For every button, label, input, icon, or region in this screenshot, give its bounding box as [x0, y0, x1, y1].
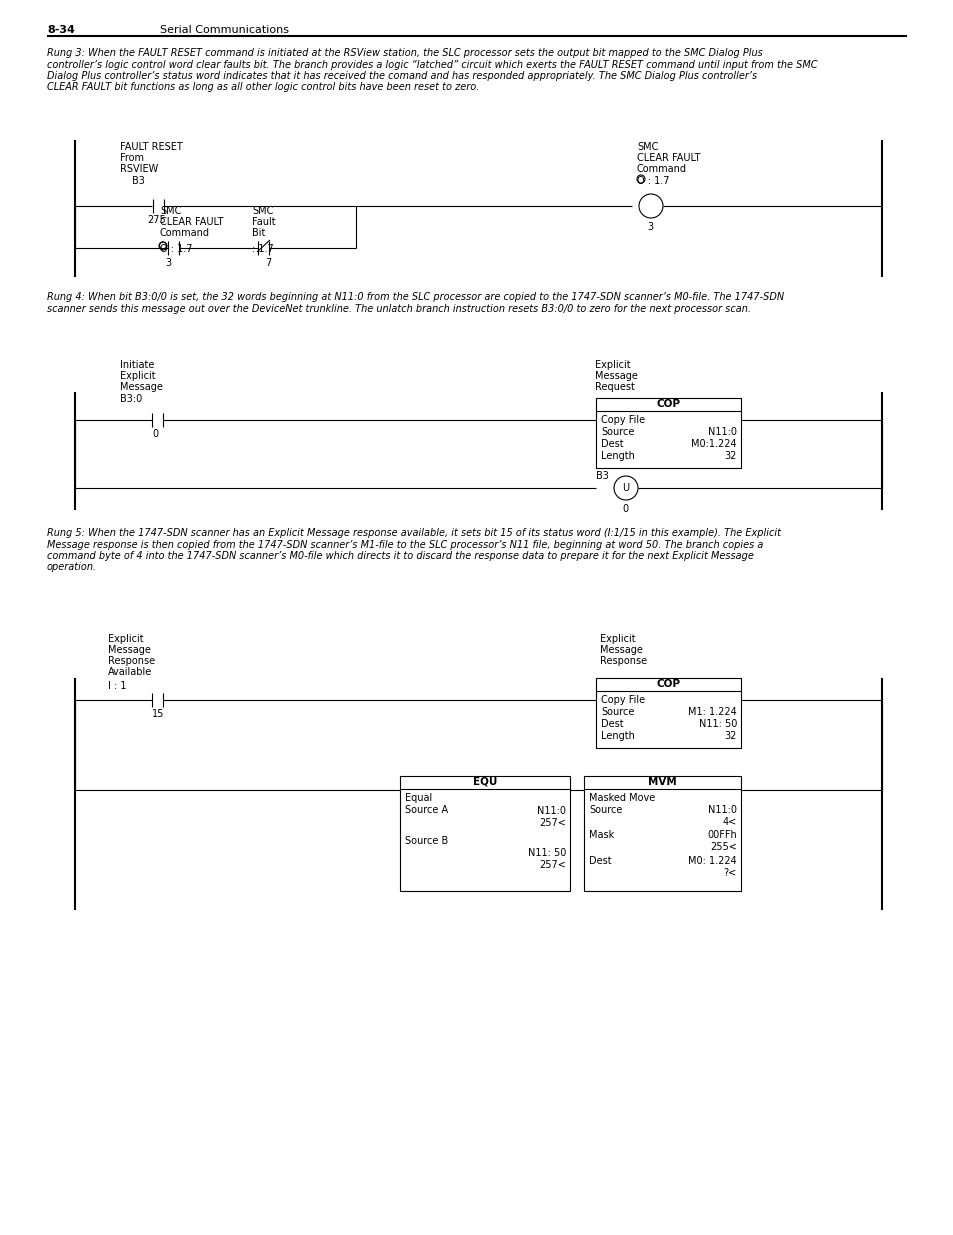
Text: Mask: Mask: [588, 830, 614, 840]
Text: B3:0: B3:0: [120, 394, 142, 404]
Text: I : 1: I : 1: [108, 680, 127, 692]
Text: N11: 50: N11: 50: [527, 848, 565, 858]
Text: Message: Message: [120, 382, 163, 391]
Text: Source: Source: [588, 805, 621, 815]
Text: SMC: SMC: [160, 206, 181, 216]
Text: Equal: Equal: [405, 793, 432, 803]
Text: Rung 5: When the 1747-SDN scanner has an Explicit Message response available, it: Rung 5: When the 1747-SDN scanner has an…: [47, 529, 781, 538]
Text: CLEAR FAULT: CLEAR FAULT: [637, 153, 700, 163]
Text: Explicit: Explicit: [595, 359, 630, 370]
Text: Message: Message: [595, 370, 638, 382]
Text: 8-34: 8-34: [47, 25, 74, 35]
Text: N11: 50: N11: 50: [698, 719, 737, 729]
Text: operation.: operation.: [47, 562, 97, 573]
Text: 00FFh: 00FFh: [706, 830, 737, 840]
Text: 7: 7: [265, 258, 271, 268]
Text: N11:0: N11:0: [707, 805, 737, 815]
Text: COP: COP: [656, 679, 679, 689]
Text: Source A: Source A: [405, 805, 448, 815]
Text: MVM: MVM: [647, 777, 677, 787]
Text: SMC: SMC: [637, 142, 658, 152]
Text: Message response is then copied from the 1747-SDN scanner’s M1-file to the SLC p: Message response is then copied from the…: [47, 540, 762, 550]
Text: Request: Request: [595, 382, 634, 391]
Text: command byte of 4 into the 1747-SDN scanner’s M0-file which directs it to discar: command byte of 4 into the 1747-SDN scan…: [47, 551, 753, 561]
Text: FAULT RESET: FAULT RESET: [120, 142, 183, 152]
Text: Source: Source: [600, 427, 634, 437]
Text: CLEAR FAULT bit functions as long as all other logic control bits have been rese: CLEAR FAULT bit functions as long as all…: [47, 83, 478, 93]
Text: Message: Message: [108, 645, 151, 655]
Text: Rung 4: When bit B3:0/0 is set, the 32 words beginning at N11:0 from the SLC pro: Rung 4: When bit B3:0/0 is set, the 32 w…: [47, 291, 783, 303]
Text: Response: Response: [599, 656, 646, 666]
Text: Length: Length: [600, 731, 634, 741]
Text: Fault: Fault: [252, 217, 275, 227]
Text: SMC: SMC: [252, 206, 274, 216]
Text: Message: Message: [599, 645, 642, 655]
Text: Source B: Source B: [405, 836, 448, 846]
Text: 257<: 257<: [538, 860, 565, 869]
Text: 255<: 255<: [709, 842, 737, 852]
Bar: [596, 678, 740, 748]
Text: RSVIEW: RSVIEW: [120, 164, 158, 174]
Text: Command: Command: [160, 228, 210, 238]
Text: Dialog Plus controller’s status word indicates that it has received the comand a: Dialog Plus controller’s status word ind…: [47, 70, 757, 82]
Text: Dest: Dest: [600, 719, 623, 729]
Text: Rung 3: When the FAULT RESET command is initiated at the RSView station, the SLC: Rung 3: When the FAULT RESET command is …: [47, 48, 762, 58]
Bar: [583, 776, 740, 890]
Text: Dest: Dest: [588, 856, 611, 866]
Bar: [399, 776, 569, 890]
Text: Explicit: Explicit: [599, 634, 635, 643]
Text: controller’s logic control word clear faults bit. The branch provides a logic “l: controller’s logic control word clear fa…: [47, 59, 817, 69]
Text: Length: Length: [600, 451, 634, 461]
Text: Initiate: Initiate: [120, 359, 154, 370]
Text: B3: B3: [596, 471, 608, 480]
Text: 32: 32: [724, 451, 737, 461]
Text: Command: Command: [637, 164, 686, 174]
Text: 3: 3: [165, 258, 171, 268]
Text: Dest: Dest: [600, 438, 623, 450]
Text: Serial Communications: Serial Communications: [160, 25, 289, 35]
Text: 4<: 4<: [722, 818, 737, 827]
Text: ?<: ?<: [723, 868, 737, 878]
Text: O : 1.7: O : 1.7: [637, 177, 669, 186]
Text: 0: 0: [152, 429, 158, 438]
Bar: [596, 398, 740, 468]
Text: 3: 3: [646, 222, 653, 232]
Text: 275: 275: [147, 215, 166, 225]
Text: N11:0: N11:0: [537, 806, 565, 816]
Text: Response: Response: [108, 656, 155, 666]
Text: Source: Source: [600, 706, 634, 718]
Text: From: From: [120, 153, 144, 163]
Text: 257<: 257<: [538, 818, 565, 827]
Text: Copy File: Copy File: [600, 415, 644, 425]
Text: U: U: [621, 483, 629, 493]
Text: Bit: Bit: [252, 228, 265, 238]
Text: O : 1.7: O : 1.7: [160, 245, 193, 254]
Text: 32: 32: [724, 731, 737, 741]
Text: B3: B3: [132, 177, 145, 186]
Text: Available: Available: [108, 667, 152, 677]
Text: Explicit: Explicit: [108, 634, 144, 643]
Text: M0:1.224: M0:1.224: [691, 438, 737, 450]
Text: N11:0: N11:0: [707, 427, 737, 437]
Text: : 1.7: : 1.7: [252, 245, 274, 254]
Text: M1: 1.224: M1: 1.224: [687, 706, 737, 718]
Text: Copy File: Copy File: [600, 695, 644, 705]
Text: COP: COP: [656, 399, 679, 409]
Text: Masked Move: Masked Move: [588, 793, 655, 803]
Text: EQU: EQU: [473, 777, 497, 787]
Text: scanner sends this message out over the DeviceNet trunkline. The unlatch branch : scanner sends this message out over the …: [47, 304, 750, 314]
Text: Explicit: Explicit: [120, 370, 155, 382]
Text: 0: 0: [621, 504, 627, 514]
Text: CLEAR FAULT: CLEAR FAULT: [160, 217, 223, 227]
Text: M0: 1.224: M0: 1.224: [687, 856, 737, 866]
Text: 15: 15: [152, 709, 164, 719]
